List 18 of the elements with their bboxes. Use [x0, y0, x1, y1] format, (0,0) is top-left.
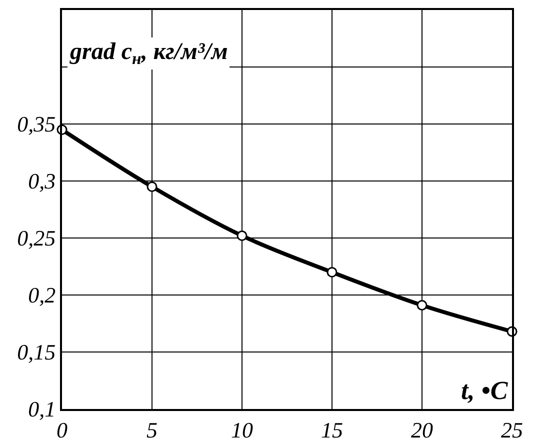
- point: [146, 181, 158, 192]
- x-tick-label: 10: [231, 417, 253, 442]
- x-tick-label: 5: [146, 417, 158, 442]
- x-tick-label: 25: [501, 417, 523, 442]
- point: [326, 266, 338, 278]
- y-tick-label: 0,1: [28, 396, 56, 422]
- x-tick-label: 0: [56, 417, 68, 442]
- point: [416, 300, 428, 311]
- y-axis-title: grad c$_{н}$, кг/м³/м: [69, 39, 228, 68]
- y-tick-label: 0,2: [28, 282, 56, 308]
- y-tick-label: 0,15: [17, 340, 56, 365]
- y-tick-label: 0,3: [28, 168, 56, 194]
- y-tick-label: 0,35: [17, 112, 56, 137]
- x-tick-label: 20: [411, 417, 433, 442]
- point: [236, 230, 248, 241]
- y-tick-label: 0,25: [17, 226, 56, 251]
- x-tick-label: 15: [321, 417, 343, 442]
- x-axis-title: t, •C: [461, 376, 508, 405]
